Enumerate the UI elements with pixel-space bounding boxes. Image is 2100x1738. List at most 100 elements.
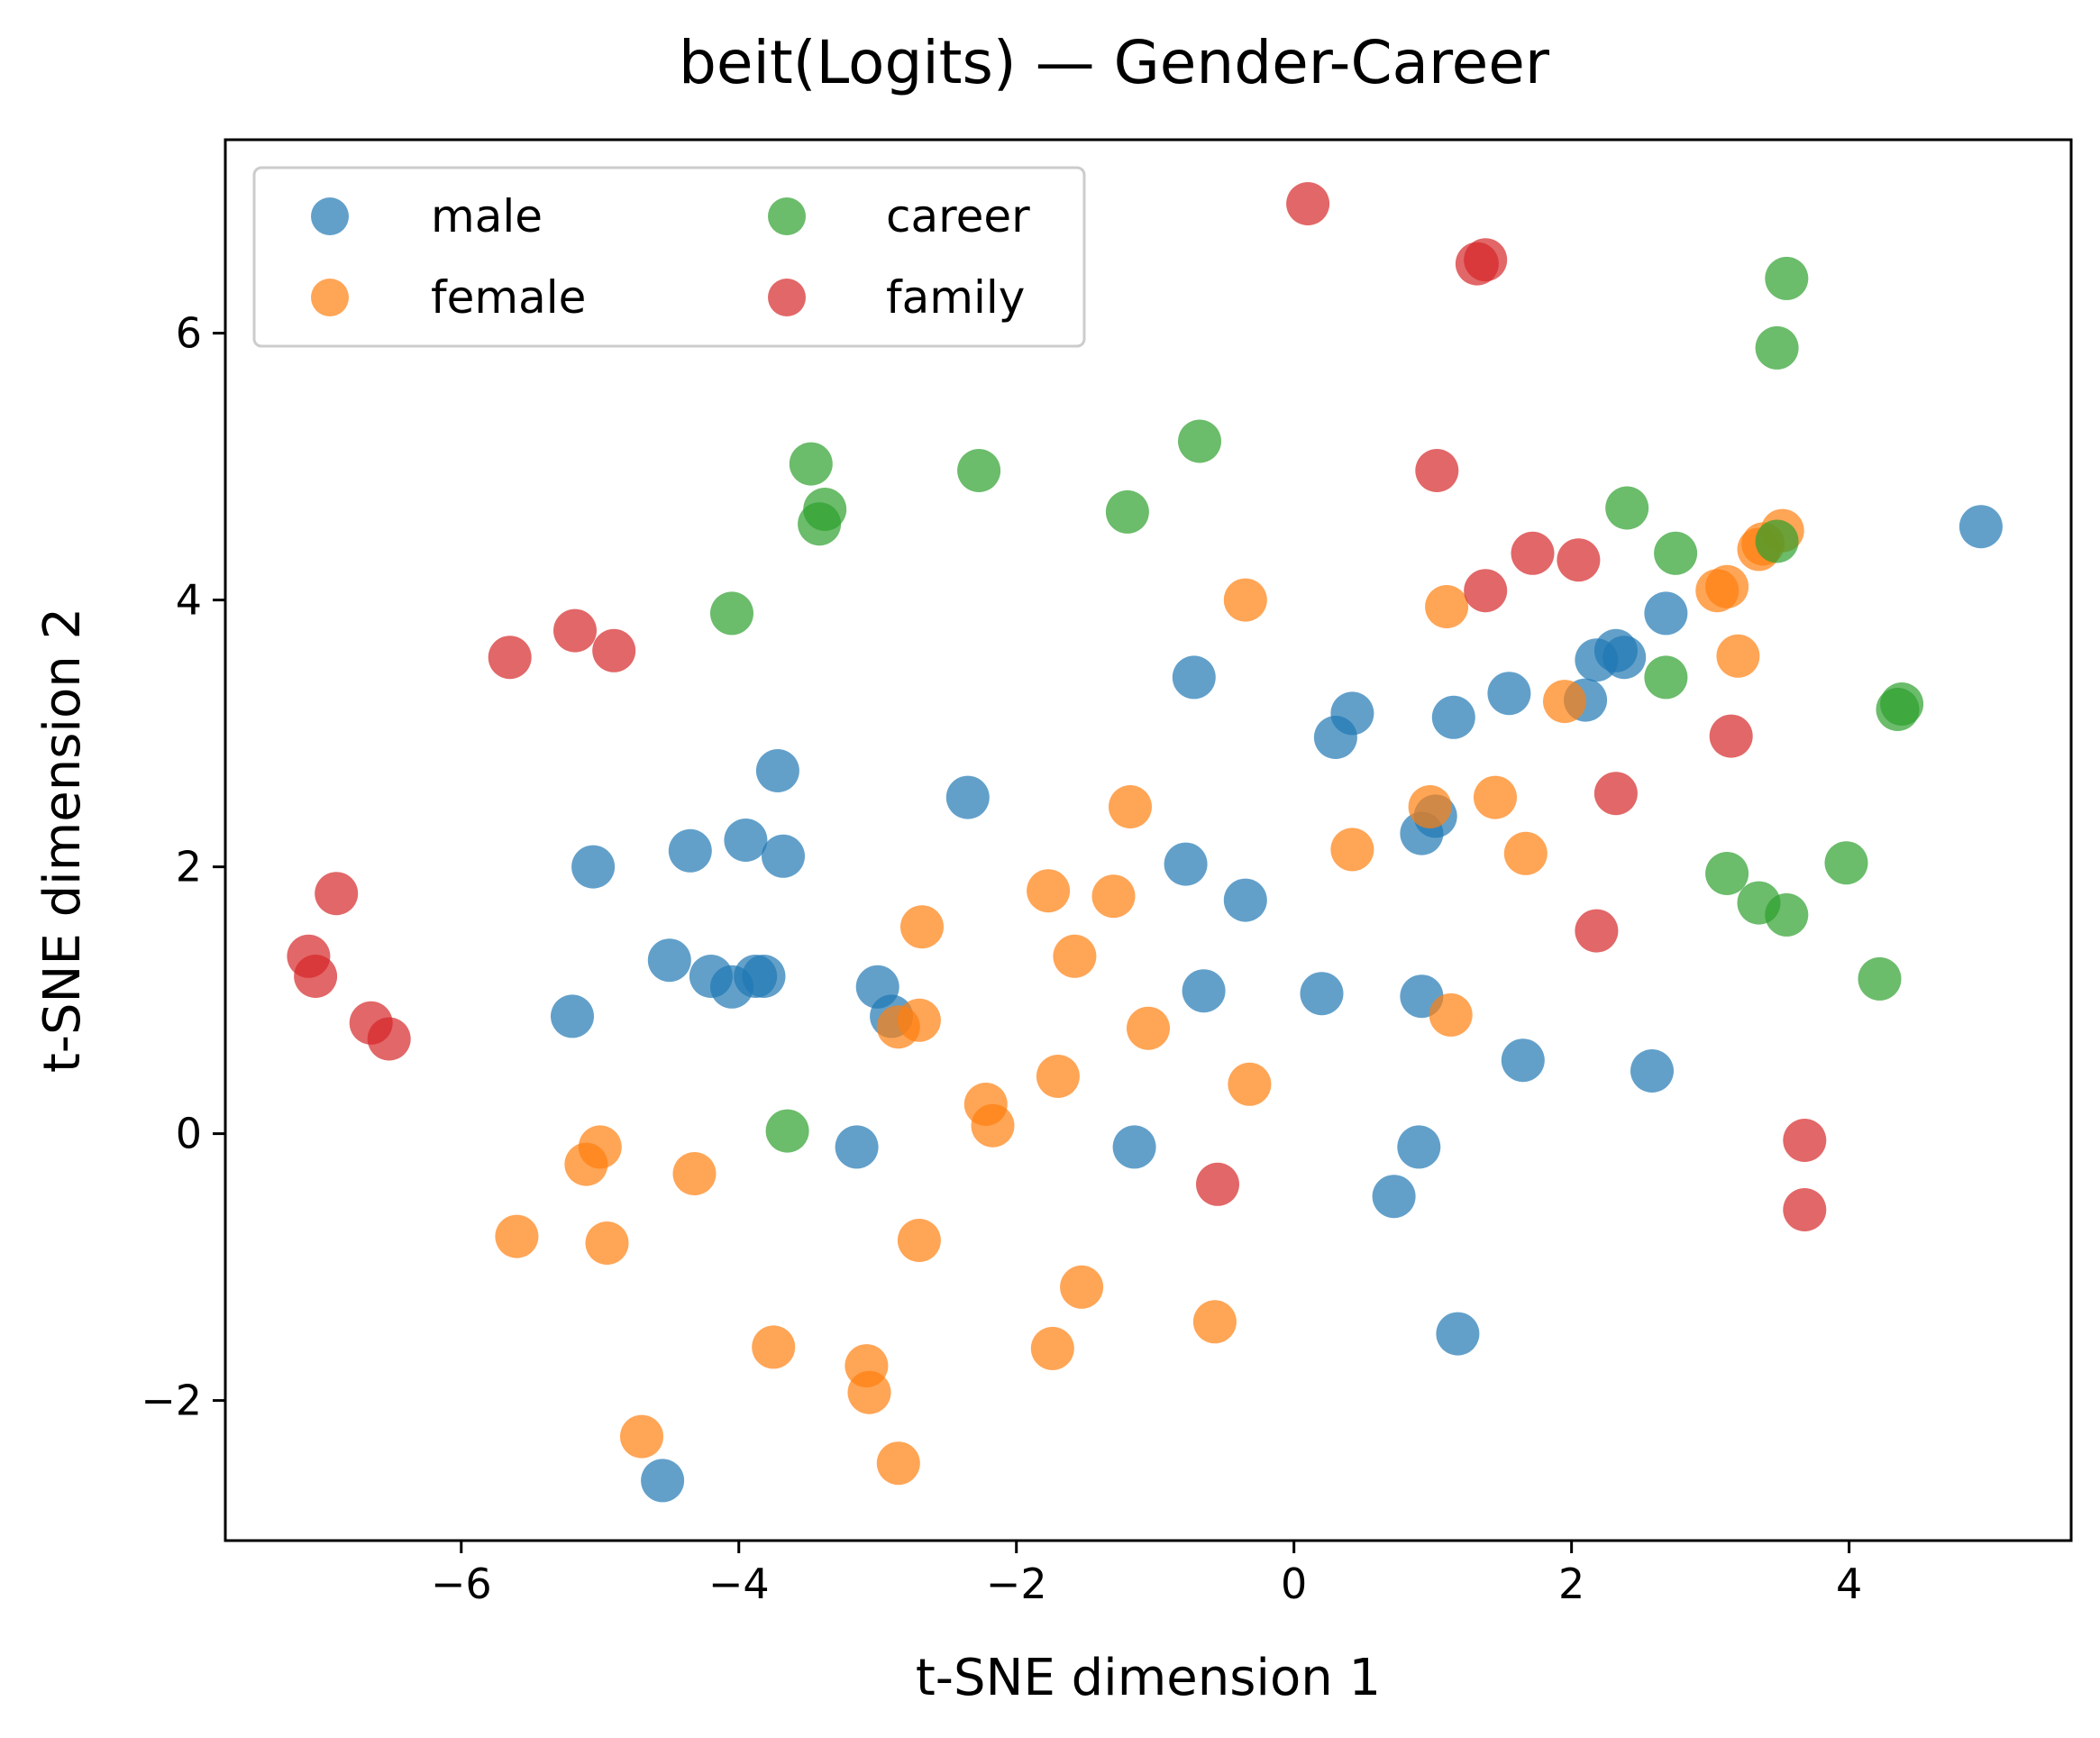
point-male-37	[1630, 1049, 1674, 1093]
point-female-17	[1036, 1055, 1080, 1098]
legend-marker-family	[768, 279, 806, 316]
point-career-5	[957, 449, 1001, 492]
point-career-16	[1765, 256, 1809, 300]
point-family-2	[315, 872, 359, 916]
point-male-7	[724, 819, 768, 862]
point-male-39	[1958, 505, 2003, 549]
point-male-2	[571, 845, 616, 889]
point-family-4	[367, 1017, 411, 1061]
y-tick-label: 0	[176, 1110, 202, 1158]
point-career-14	[1755, 519, 1799, 563]
point-career-15	[1765, 892, 1809, 937]
point-female-0	[495, 1214, 539, 1258]
y-tick-label: 2	[176, 843, 202, 892]
point-male-36	[1602, 636, 1647, 680]
point-female-12	[897, 1219, 941, 1262]
y-axis-label: t-SNE dimension 2	[33, 608, 92, 1073]
point-family-15	[1557, 538, 1601, 582]
point-family-13	[1464, 569, 1508, 613]
point-female-2	[578, 1125, 622, 1169]
point-career-0	[765, 1109, 809, 1153]
point-female-18	[1030, 1326, 1074, 1370]
point-career-9	[1644, 655, 1688, 700]
point-female-8	[847, 1370, 891, 1414]
point-male-1	[551, 994, 594, 1038]
point-male-30	[1436, 1312, 1480, 1356]
point-male-24	[1372, 1175, 1416, 1219]
legend-label-career: career	[886, 190, 1030, 242]
point-family-16	[1575, 909, 1619, 953]
legend-label-family: family	[886, 271, 1025, 324]
point-family-17	[1593, 772, 1638, 816]
x-tick-label: 0	[1281, 1560, 1307, 1608]
point-male-10	[755, 749, 799, 792]
x-tick-label: −4	[708, 1560, 770, 1608]
chart-title: beit(Logits) — Gender-Career	[679, 28, 1550, 97]
point-career-10	[1654, 531, 1698, 575]
legend-box	[252, 166, 1086, 348]
point-male-25	[1397, 1125, 1441, 1169]
point-male-38	[1644, 591, 1688, 636]
point-female-4	[620, 1414, 663, 1459]
point-career-3	[803, 488, 847, 531]
legend-marker-male	[311, 197, 349, 235]
point-career-17	[1824, 841, 1868, 885]
point-female-26	[1223, 578, 1267, 622]
point-male-16	[1112, 1125, 1156, 1169]
x-axis-label: t-SNE dimension 1	[916, 1649, 1381, 1707]
point-career-13	[1755, 325, 1799, 370]
legend-marker-female	[311, 279, 349, 316]
point-family-7	[592, 628, 636, 672]
point-male-20	[1223, 878, 1267, 922]
point-male-31	[1487, 672, 1531, 716]
point-female-5	[672, 1152, 717, 1195]
point-female-3	[585, 1221, 629, 1265]
point-family-19	[1783, 1119, 1827, 1162]
legend-label-male: male	[431, 190, 543, 242]
point-career-20	[1880, 682, 1924, 726]
point-career-4	[789, 442, 833, 486]
point-career-1	[710, 591, 753, 636]
point-career-8	[1605, 486, 1649, 530]
point-family-10	[1415, 449, 1459, 492]
point-female-16	[1027, 869, 1071, 913]
point-female-28	[1408, 785, 1452, 828]
point-female-29	[1425, 585, 1469, 628]
point-male-0	[641, 1459, 685, 1503]
legend-label-female: female	[431, 271, 586, 324]
point-career-18	[1858, 956, 1902, 1001]
point-female-23	[1127, 1006, 1170, 1050]
point-female-30	[1429, 992, 1473, 1037]
point-female-21	[1091, 874, 1136, 919]
point-male-32	[1501, 1038, 1545, 1083]
x-tick-label: 2	[1558, 1560, 1584, 1608]
point-female-11	[897, 998, 941, 1042]
point-female-22	[1109, 785, 1152, 828]
y-axis: −2 0 2 4 6	[141, 309, 225, 1425]
point-family-14	[1511, 531, 1555, 575]
point-male-17	[1164, 842, 1208, 886]
point-female-25	[1228, 1062, 1272, 1106]
y-tick-label: 6	[176, 309, 202, 358]
point-female-32	[1503, 831, 1548, 875]
point-female-35	[1705, 564, 1749, 608]
point-family-8	[1196, 1162, 1239, 1206]
point-female-9	[876, 1441, 920, 1486]
point-female-6	[752, 1325, 796, 1369]
x-tick-label: −2	[986, 1560, 1047, 1608]
point-female-27	[1330, 828, 1374, 872]
point-career-11	[1705, 852, 1749, 895]
point-male-18	[1172, 655, 1216, 700]
point-family-20	[1783, 1188, 1827, 1231]
legend: male female career family	[252, 166, 1086, 348]
point-male-9	[742, 955, 786, 998]
y-tick-label: 4	[176, 576, 202, 625]
point-male-29	[1431, 695, 1475, 739]
point-male-4	[668, 828, 712, 873]
point-career-7	[1178, 419, 1221, 463]
point-female-36	[1716, 634, 1760, 678]
point-family-6	[553, 608, 597, 653]
point-male-3	[647, 938, 691, 983]
x-tick-label: −6	[431, 1560, 492, 1608]
